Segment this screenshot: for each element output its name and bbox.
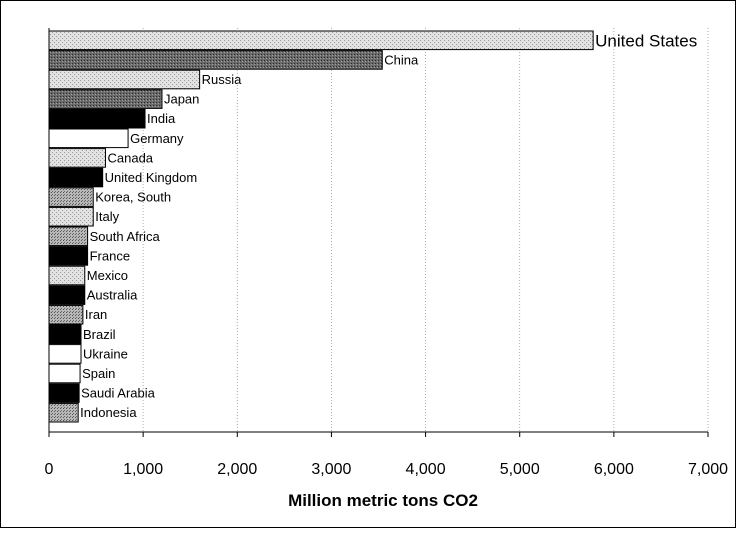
- bar-label: Mexico: [87, 268, 128, 283]
- x-tick-label: 5,000: [500, 461, 540, 478]
- bar-label: Russia: [202, 72, 243, 87]
- x-tick-label: 1,000: [123, 461, 163, 478]
- x-tick-label: 0: [45, 461, 54, 478]
- bar: [48, 324, 82, 345]
- bar: [48, 148, 106, 168]
- bar-label: Indonesia: [80, 405, 137, 420]
- bar: [48, 304, 84, 325]
- bar: [48, 226, 89, 247]
- bar-label: Australia: [87, 288, 138, 303]
- bar: [48, 30, 594, 51]
- gridlines: [142, 28, 709, 432]
- bar-label: China: [384, 52, 419, 67]
- bar-label: Korea, South: [95, 190, 171, 205]
- bar: [48, 265, 86, 286]
- bar: [48, 344, 82, 364]
- bar-label: United States: [595, 31, 697, 50]
- bar-label: Canada: [107, 150, 153, 165]
- bar-label: South Africa: [90, 229, 161, 244]
- bar: [48, 187, 94, 207]
- x-tick-label: 2,000: [217, 461, 257, 478]
- bar-label: Brazil: [83, 327, 116, 342]
- bar: [48, 363, 81, 384]
- x-axis-title: Million metric tons CO2: [288, 491, 478, 510]
- bar: [48, 402, 79, 423]
- bar-label: Iran: [85, 307, 107, 322]
- bar-label: United Kingdom: [105, 170, 198, 185]
- bar: [48, 128, 129, 149]
- bar-label: India: [147, 111, 176, 126]
- bar: [48, 285, 86, 305]
- bar: [48, 206, 94, 227]
- bar-label: Ukraine: [83, 346, 128, 361]
- bar: [48, 383, 80, 403]
- bar: [48, 246, 89, 266]
- bar-label: Spain: [82, 366, 115, 381]
- x-tick-label: 6,000: [594, 461, 634, 478]
- bar: [48, 167, 104, 188]
- bar: [48, 108, 146, 129]
- x-axis: 0 1,000 2,000 3,000 4,000 5,000 6,000 7,000: [45, 28, 728, 478]
- bar: [48, 89, 163, 109]
- bar: [48, 50, 383, 70]
- x-tick-label: 7,000: [688, 461, 728, 478]
- bar-label: Germany: [130, 131, 184, 146]
- bar-label: Saudi Arabia: [81, 386, 155, 401]
- bar-label: Japan: [164, 92, 199, 107]
- x-tick-label: 3,000: [311, 461, 351, 478]
- bar-label: Italy: [95, 209, 119, 224]
- bar-label: France: [90, 248, 130, 263]
- bar: [48, 69, 201, 90]
- x-tick-label: 4,000: [406, 461, 446, 478]
